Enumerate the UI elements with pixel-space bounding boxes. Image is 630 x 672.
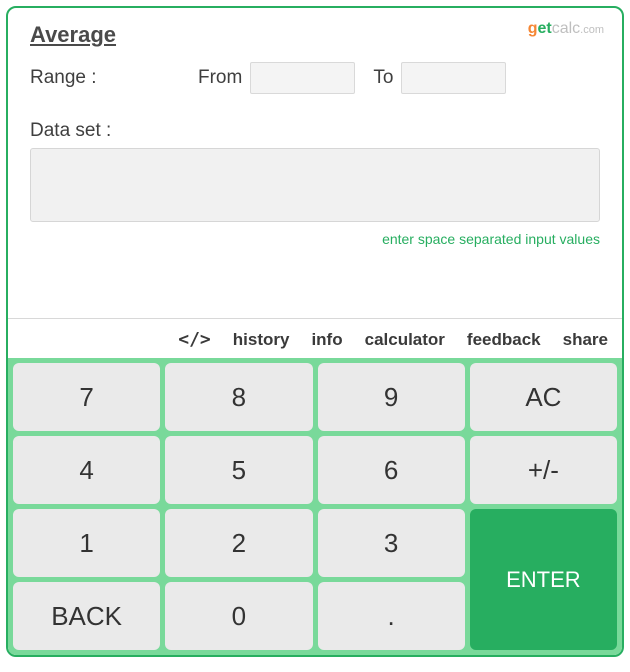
- key-7[interactable]: 7: [13, 363, 160, 431]
- keypad: 7 8 9 AC 4 5 6 +/- 1 2 3 ENTER BACK 0 .: [8, 358, 622, 655]
- range-label: Range :: [30, 67, 190, 89]
- key-1[interactable]: 1: [13, 509, 160, 577]
- to-input[interactable]: [401, 62, 506, 94]
- tab-history[interactable]: history: [233, 330, 290, 350]
- dataset-input[interactable]: [30, 148, 600, 222]
- logo-g: g: [528, 20, 538, 37]
- key-9[interactable]: 9: [318, 363, 465, 431]
- dataset-hint: enter space separated input values: [30, 231, 600, 247]
- key-enter[interactable]: ENTER: [470, 509, 617, 650]
- tab-feedback[interactable]: feedback: [467, 330, 541, 350]
- calculator-frame: getcalc.com Average Range : From To Data…: [6, 6, 624, 657]
- key-6[interactable]: 6: [318, 436, 465, 504]
- page-title: Average: [30, 22, 600, 48]
- logo-et: et: [537, 20, 551, 37]
- brand-logo: getcalc.com: [528, 20, 604, 38]
- tab-share[interactable]: share: [563, 330, 608, 350]
- tab-info[interactable]: info: [311, 330, 342, 350]
- key-0[interactable]: 0: [165, 582, 312, 650]
- key-5[interactable]: 5: [165, 436, 312, 504]
- input-panel: getcalc.com Average Range : From To Data…: [8, 8, 622, 318]
- from-input[interactable]: [250, 62, 355, 94]
- key-ac[interactable]: AC: [470, 363, 617, 431]
- key-2[interactable]: 2: [165, 509, 312, 577]
- tab-calculator[interactable]: calculator: [365, 330, 445, 350]
- key-8[interactable]: 8: [165, 363, 312, 431]
- dataset-label: Data set :: [30, 120, 600, 142]
- range-row: Range : From To: [30, 62, 600, 94]
- key-back[interactable]: BACK: [13, 582, 160, 650]
- tab-row: </> history info calculator feedback sha…: [8, 318, 622, 358]
- logo-calc: calc: [552, 20, 580, 37]
- from-label: From: [198, 67, 242, 89]
- to-label: To: [373, 67, 393, 89]
- key-3[interactable]: 3: [318, 509, 465, 577]
- logo-com: .com: [580, 24, 604, 36]
- key-plus-minus[interactable]: +/-: [470, 436, 617, 504]
- tab-embed[interactable]: </>: [178, 329, 211, 350]
- key-dot[interactable]: .: [318, 582, 465, 650]
- key-4[interactable]: 4: [13, 436, 160, 504]
